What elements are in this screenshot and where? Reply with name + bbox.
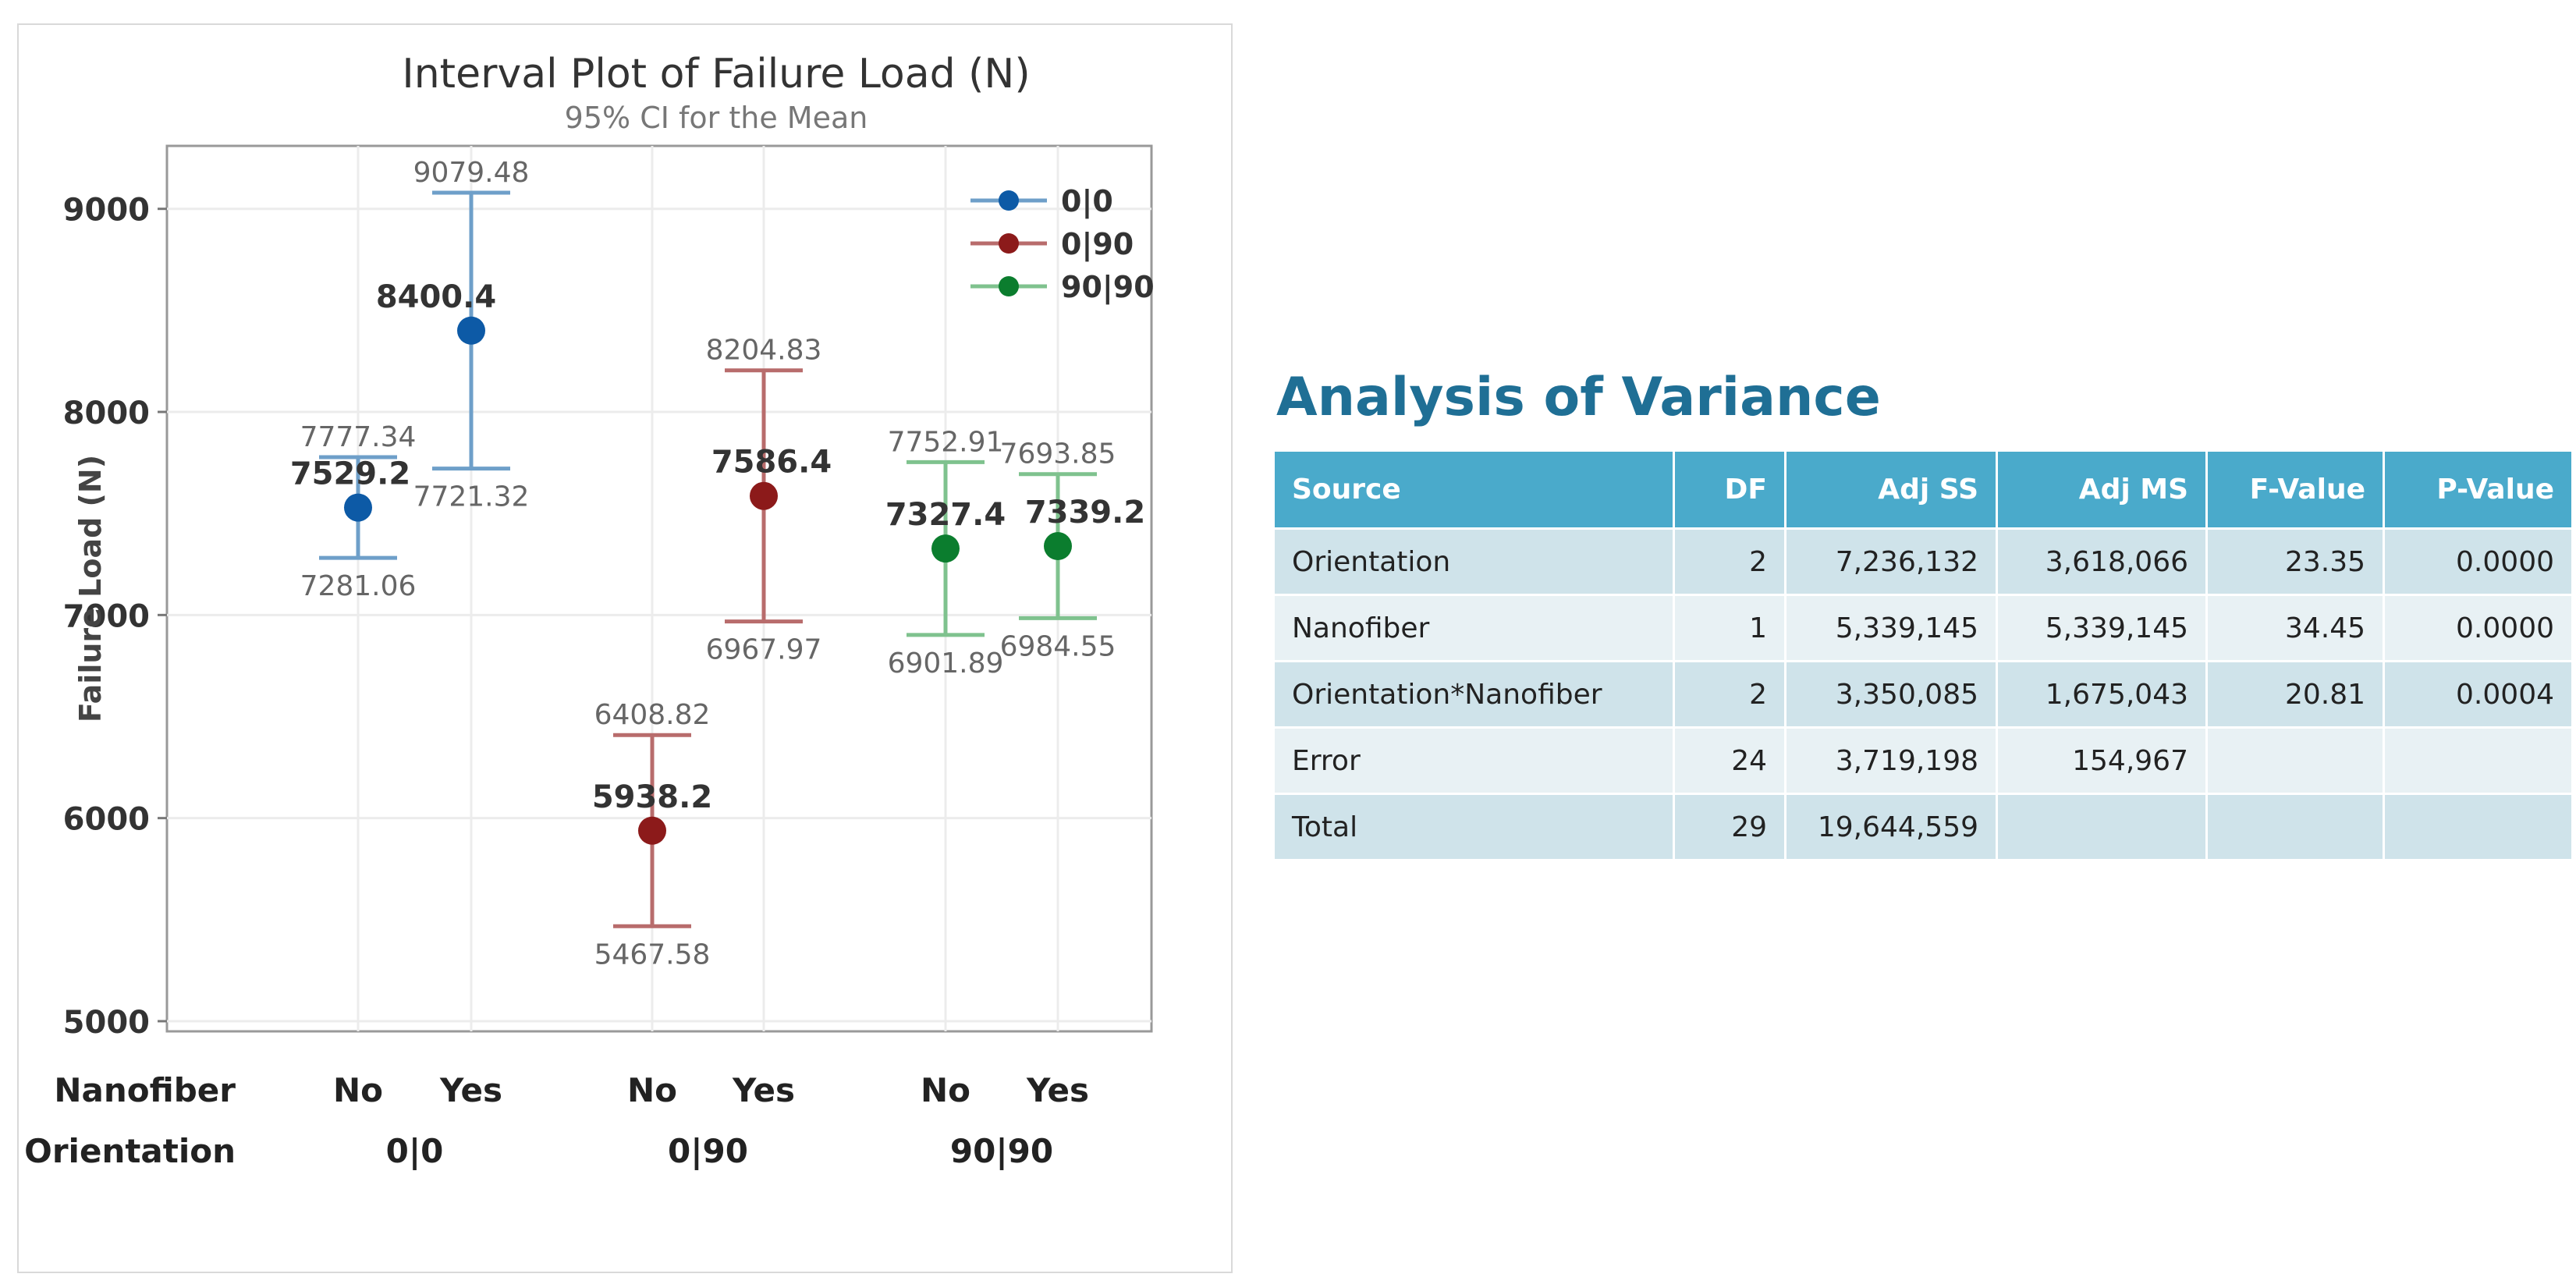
- x-category-orientation: 0|90: [668, 1132, 748, 1170]
- cell-p-value: [2383, 793, 2571, 859]
- cell-source: Orientation: [1275, 527, 1675, 595]
- x-category-nanofiber: No: [333, 1071, 383, 1109]
- x-category-nanofiber: Yes: [439, 1071, 502, 1109]
- x-factor-label-orientation: Orientation: [24, 1132, 236, 1170]
- legend-marker: [999, 276, 1019, 296]
- mean-marker: [344, 493, 372, 522]
- upper-ci-label: 7777.34: [300, 421, 417, 453]
- mean-marker: [750, 481, 778, 510]
- legend-marker: [999, 190, 1019, 211]
- interval-plot: Interval Plot of Failure Load (N)95% CI …: [24, 51, 1155, 1170]
- cell-p-value: 0.0000: [2383, 594, 2571, 662]
- upper-ci-label: 9079.48: [413, 157, 530, 189]
- anova-table: Source DF Adj SS Adj MS F-Value P-Value …: [1275, 452, 2571, 859]
- cell-p-value: 0.0004: [2383, 660, 2571, 728]
- cell-adj-ss: 7,236,132: [1785, 527, 1998, 595]
- cell-adj-ms: 1,675,043: [1996, 660, 2208, 728]
- lower-ci-label: 7281.06: [300, 570, 417, 602]
- cell-source: Nanofiber: [1275, 594, 1675, 662]
- cell-source: Total: [1275, 793, 1675, 859]
- anova-row-total: Total 29 19,644,559: [1275, 793, 2571, 859]
- cell-adj-ms: 5,339,145: [1996, 594, 2208, 662]
- mean-label: 7327.4: [885, 497, 1006, 533]
- y-tick-label: 7000: [63, 598, 150, 634]
- legend-label: 0|0: [1061, 184, 1113, 219]
- cell-adj-ms: 3,618,066: [1996, 527, 2208, 595]
- cell-adj-ss: 3,719,198: [1785, 726, 1998, 794]
- header-p-value: P-Value: [2383, 452, 2571, 529]
- cell-df: 2: [1673, 527, 1787, 595]
- plot-frame: [165, 144, 1153, 1033]
- cell-f-value: 20.81: [2206, 660, 2385, 728]
- mean-label: 8400.4: [376, 279, 496, 315]
- header-adj-ss: Adj SS: [1785, 452, 1998, 529]
- cell-df: 24: [1673, 726, 1787, 794]
- x-category-orientation: 90|90: [950, 1132, 1053, 1170]
- mean-marker: [638, 816, 666, 845]
- x-category-orientation: 0|0: [386, 1132, 444, 1170]
- upper-ci-label: 6408.82: [594, 699, 711, 731]
- cell-df: 2: [1673, 660, 1787, 728]
- y-tick-label: 9000: [63, 193, 150, 229]
- header-source: Source: [1275, 452, 1675, 529]
- mean-label: 7339.2: [1025, 495, 1145, 530]
- legend-label: 0|90: [1061, 227, 1134, 262]
- anova-title: Analysis of Variance: [1276, 367, 1881, 428]
- y-tick-label: 5000: [63, 1005, 150, 1041]
- lower-ci-label: 5467.58: [594, 939, 711, 970]
- cell-source: Orientation*Nanofiber: [1275, 660, 1675, 728]
- chart-title: Interval Plot of Failure Load (N): [402, 51, 1030, 98]
- anova-row-orientation: Orientation 2 7,236,132 3,618,066 23.35 …: [1275, 527, 2571, 595]
- cell-df: 29: [1673, 793, 1787, 859]
- header-adj-ms: Adj MS: [1996, 452, 2208, 529]
- cell-source: Error: [1275, 726, 1675, 794]
- legend-label: 90|90: [1061, 270, 1155, 305]
- x-category-nanofiber: Yes: [1026, 1071, 1089, 1109]
- x-factor-label-nanofiber: Nanofiber: [54, 1071, 236, 1109]
- legend-marker: [999, 233, 1019, 254]
- mean-marker: [931, 534, 960, 563]
- header-f-value: F-Value: [2206, 452, 2385, 529]
- anova-row-nanofiber: Nanofiber 1 5,339,145 5,339,145 34.45 0.…: [1275, 594, 2571, 662]
- cell-adj-ss: 5,339,145: [1785, 594, 1998, 662]
- cell-adj-ss: 3,350,085: [1785, 660, 1998, 728]
- cell-f-value: 23.35: [2206, 527, 2385, 595]
- mean-label: 7529.2: [290, 456, 410, 492]
- lower-ci-label: 6984.55: [1000, 630, 1116, 662]
- cell-f-value: [2206, 793, 2385, 859]
- upper-ci-label: 7693.85: [1000, 438, 1116, 470]
- cell-f-value: 34.45: [2206, 594, 2385, 662]
- mean-marker: [457, 316, 485, 345]
- cell-df: 1: [1673, 594, 1787, 662]
- cell-adj-ss: 19,644,559: [1785, 793, 1998, 859]
- cell-adj-ms: 154,967: [1996, 726, 2208, 794]
- y-tick-label: 8000: [63, 396, 150, 431]
- anova-row-interaction: Orientation*Nanofiber 2 3,350,085 1,675,…: [1275, 660, 2571, 728]
- x-category-nanofiber: No: [627, 1071, 677, 1109]
- lower-ci-label: 7721.32: [413, 481, 530, 513]
- chart-subtitle: 95% CI for the Mean: [565, 101, 868, 135]
- y-tick-label: 6000: [63, 802, 150, 838]
- cell-p-value: [2383, 726, 2571, 794]
- mean-label: 7586.4: [711, 445, 832, 481]
- lower-ci-label: 6901.89: [888, 648, 1004, 679]
- upper-ci-label: 7752.91: [888, 426, 1004, 458]
- header-df: DF: [1673, 452, 1787, 529]
- cell-adj-ms: [1996, 793, 2208, 859]
- x-category-nanofiber: No: [921, 1071, 970, 1109]
- anova-row-error: Error 24 3,719,198 154,967: [1275, 726, 2571, 794]
- interval-plot-panel: Interval Plot of Failure Load (N) 95% CI …: [17, 23, 1233, 1273]
- y-axis-label: Failure Load (N): [73, 455, 108, 722]
- anova-header-row: Source DF Adj SS Adj MS F-Value P-Value: [1275, 452, 2571, 529]
- upper-ci-label: 8204.83: [706, 335, 822, 367]
- x-category-nanofiber: Yes: [732, 1071, 795, 1109]
- cell-p-value: 0.0000: [2383, 527, 2571, 595]
- mean-marker: [1044, 532, 1072, 561]
- mean-label: 5938.2: [592, 779, 712, 815]
- lower-ci-label: 6967.97: [706, 634, 822, 666]
- cell-f-value: [2206, 726, 2385, 794]
